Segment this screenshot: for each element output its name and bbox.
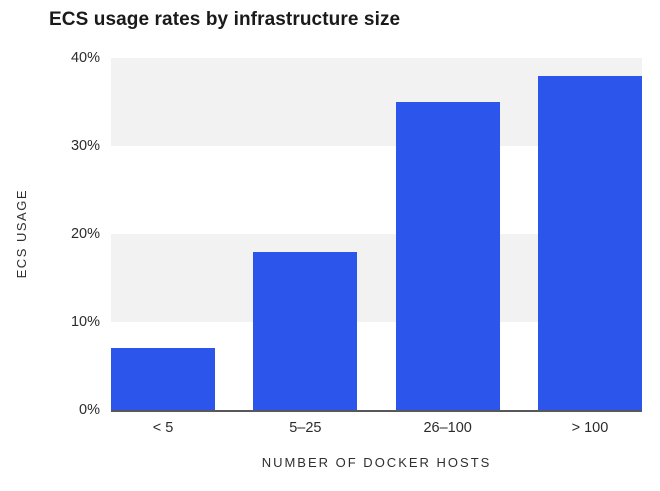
y-tick-20: 20%	[70, 226, 100, 242]
chart-title: ECS usage rates by infrastructure size	[49, 9, 401, 30]
x-tick-lt-5: < 5	[152, 420, 174, 436]
x-tick-gt-100: > 100	[571, 420, 609, 436]
x-tick-5-25: 5–25	[289, 420, 322, 436]
x-axis-title: NUMBER OF DOCKER HOSTS	[261, 455, 492, 470]
y-tick-0: 0%	[79, 402, 100, 418]
x-tick-26-100: 26–100	[423, 420, 472, 436]
y-axis-tick-labels: 40% 30% 20% 10% 0%	[0, 50, 100, 418]
y-tick-10: 10%	[70, 314, 100, 330]
plot-area	[111, 58, 642, 412]
bar-5-25	[253, 251, 358, 410]
bar-26-100	[395, 102, 500, 410]
bar-gt-100	[537, 75, 642, 410]
x-axis-tick-labels: < 5 5–25 26–100 > 100	[111, 420, 642, 436]
y-tick-40: 40%	[70, 50, 100, 66]
y-tick-30: 30%	[70, 138, 100, 154]
bar-lt-5	[111, 348, 215, 410]
